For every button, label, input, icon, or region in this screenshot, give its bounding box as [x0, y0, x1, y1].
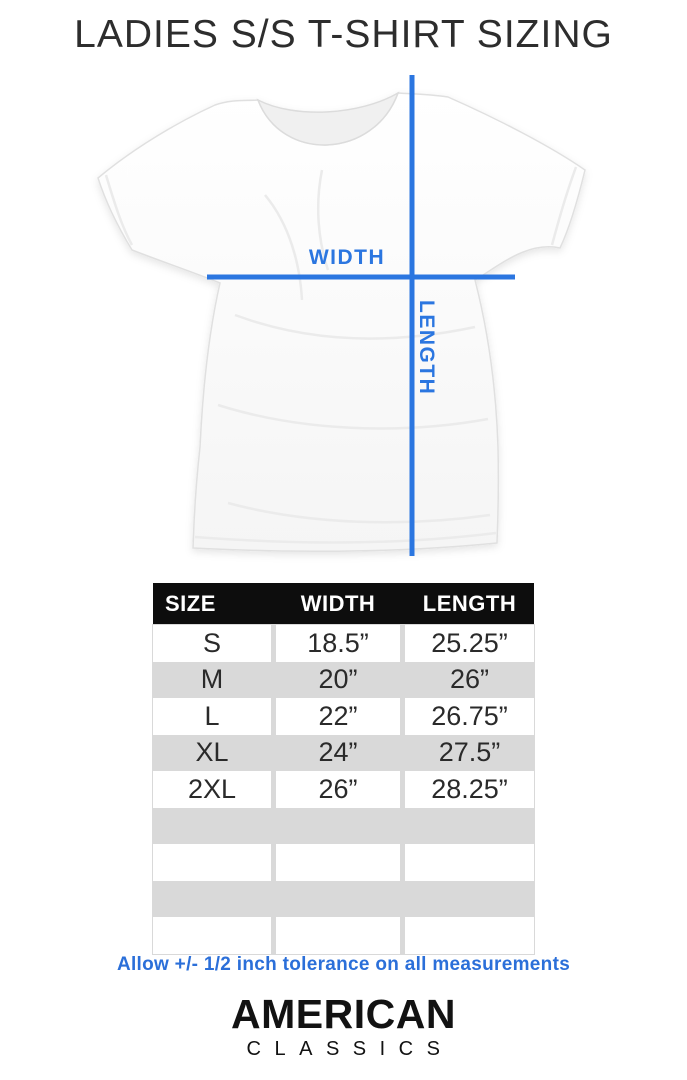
table-row: 2XL 26” 28.25”	[153, 771, 534, 808]
table-cell-width	[276, 807, 400, 844]
width-label: WIDTH	[308, 246, 386, 269]
table-cell-size	[153, 807, 271, 844]
table-cell-length	[405, 917, 534, 954]
table-row: XL 24” 27.5”	[153, 734, 534, 771]
table-row	[153, 917, 534, 954]
table-row: S 18.5” 25.25”	[153, 625, 534, 662]
table-cell-size: L	[153, 698, 271, 735]
measurement-lines	[207, 75, 515, 556]
table-cell-width	[276, 917, 400, 954]
table-cell-length: 27.5”	[405, 734, 534, 771]
table-cell-width: 26”	[276, 771, 400, 808]
tshirt-body	[97, 91, 586, 553]
size-table: SIZE WIDTH LENGTH S 18.5” 25.25” M 20” 26” L 22…	[152, 583, 535, 955]
table-cell-length	[405, 880, 534, 917]
brand-name-american: AMERICAN	[231, 991, 456, 1037]
table-cell-width: 18.5”	[276, 625, 400, 662]
table-cell-width	[276, 880, 400, 917]
table-row: L 22” 26.75”	[153, 698, 534, 735]
header-size: SIZE	[165, 591, 216, 616]
table-cell-length: 25.25”	[405, 625, 534, 662]
table-cell-size	[153, 917, 271, 954]
table-cell-width	[276, 844, 400, 881]
brand-name-classics: CLASSICS	[246, 1038, 454, 1060]
collar-opening	[256, 91, 400, 146]
table-row	[153, 844, 534, 881]
table-cell-size	[153, 880, 271, 917]
brand-logo: AMERICAN CLASSICS	[0, 994, 687, 1061]
size-table-header: SIZE WIDTH LENGTH	[153, 583, 534, 625]
table-row	[153, 807, 534, 844]
tolerance-note: Allow +/- 1/2 inch tolerance on all meas…	[116, 954, 571, 975]
table-cell-size: 2XL	[153, 771, 271, 808]
table-row: M 20” 26”	[153, 661, 534, 698]
table-cell-size: S	[153, 625, 271, 662]
table-cell-width: 24”	[276, 734, 400, 771]
table-cell-length: 28.25”	[405, 771, 534, 808]
tshirt-illustration	[97, 75, 586, 556]
length-label: LENGTH	[415, 300, 438, 396]
header-width: WIDTH	[300, 591, 376, 616]
table-cell-width: 20”	[276, 661, 400, 698]
page-title: LADIES S/S T-SHIRT SIZING	[74, 13, 613, 56]
fabric-wrinkles	[104, 166, 578, 544]
table-cell-length	[405, 807, 534, 844]
table-cell-length: 26”	[405, 661, 534, 698]
header-length: LENGTH	[422, 591, 517, 616]
table-cell-length: 26.75”	[405, 698, 534, 735]
table-cell-size: XL	[153, 734, 271, 771]
table-cell-width: 22”	[276, 698, 400, 735]
table-row	[153, 880, 534, 917]
table-cell-size	[153, 844, 271, 881]
table-cell-length	[405, 844, 534, 881]
shirt-diagram	[60, 75, 630, 567]
table-cell-size: M	[153, 661, 271, 698]
size-table-body: S 18.5” 25.25” M 20” 26” L 22” 26.75” XL 24” 27.5” 2…	[152, 624, 535, 955]
